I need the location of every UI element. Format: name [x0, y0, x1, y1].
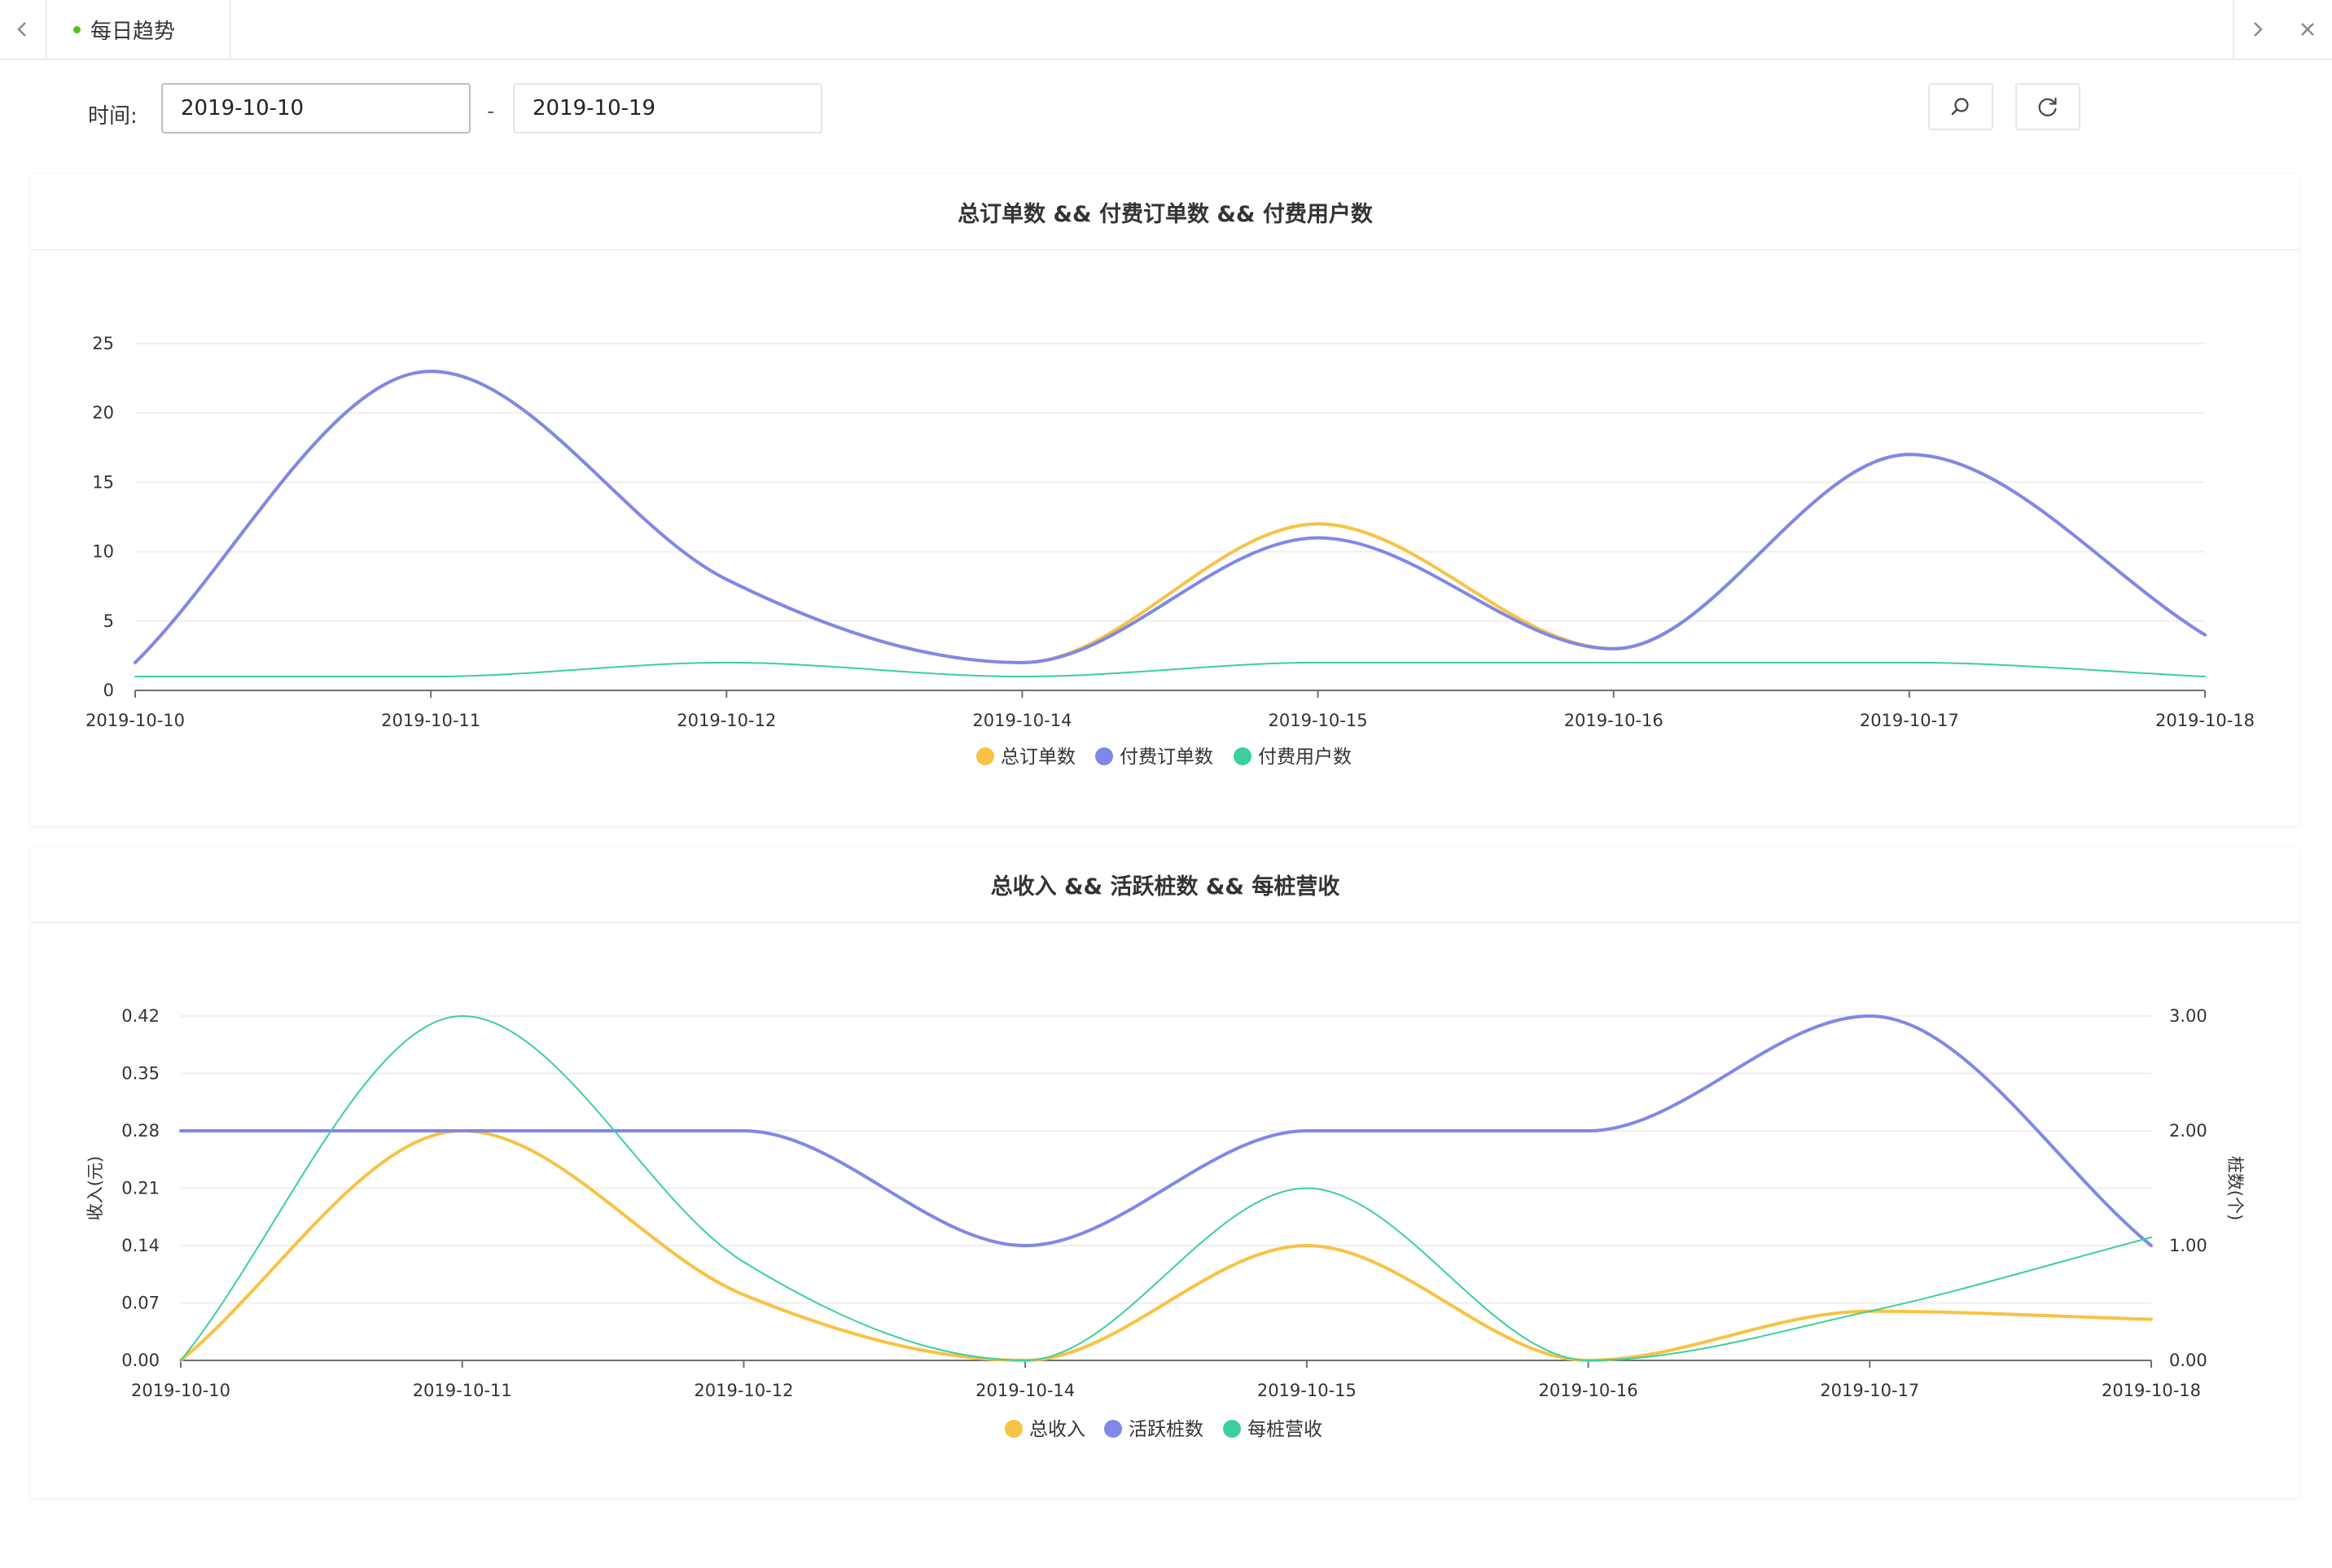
tab-daily-trend[interactable]: 每日趋势 [47, 0, 231, 59]
end-date-input[interactable] [513, 83, 822, 134]
tab-close-button[interactable] [2285, 0, 2330, 59]
y-tick-label: 0.00 [121, 1351, 160, 1370]
y-tick-label: 25 [92, 334, 114, 353]
x-tick-label: 2019-10-15 [1269, 711, 1368, 730]
x-tick-label: 2019-10-11 [381, 711, 480, 730]
legend-label: 每桩营收 [1247, 1419, 1322, 1440]
close-icon [2301, 23, 2314, 36]
search-button[interactable] [1928, 83, 1993, 130]
tab-label: 每日趋势 [90, 19, 176, 44]
y-tick-label: 0.28 [121, 1121, 160, 1141]
y-tick-label: 0.14 [121, 1236, 160, 1255]
y-tick-label: 0.35 [121, 1064, 160, 1084]
legend-marker [1095, 747, 1113, 765]
x-tick-label: 2019-10-12 [677, 711, 776, 730]
revenue-chart: 0.00 0.07 0.14 0.21 0.28 0.35 0.42 0.00 1.00 2.00… [85, 1006, 2245, 1440]
series-line [134, 370, 2207, 664]
x-tick-label: 2019-10-18 [2155, 711, 2255, 730]
x-tick-label: 2019-10-14 [972, 711, 1072, 730]
tab-next-button[interactable] [2233, 0, 2280, 59]
chevron-right-icon [2254, 22, 2263, 37]
x-tick-label: 2019-10-17 [1860, 711, 1959, 730]
y-tick-label: 0.42 [121, 1006, 160, 1026]
chevron-left-icon [17, 22, 26, 37]
y-tick-label: 5 [103, 611, 114, 631]
x-tick-label: 2019-10-11 [413, 1381, 512, 1400]
tab-prev-button[interactable] [0, 0, 47, 59]
y-tick-label: 10 [92, 542, 114, 562]
revenue-chart-card: 总收入 && 活跃桩数 && 每桩营收 0.00 0.07 0.14 0.21 0.28… [31, 847, 2299, 1498]
legend-label: 活跃桩数 [1129, 1419, 1203, 1440]
legend-marker [1104, 1420, 1122, 1438]
y-tick-label: 0.21 [121, 1179, 160, 1198]
time-label: 时间: [88, 104, 138, 129]
legend-marker [1005, 1420, 1023, 1438]
x-tick-label: 2019-10-10 [131, 1381, 230, 1400]
date-separator: - [487, 99, 495, 124]
x-tick-label: 2019-10-12 [694, 1381, 793, 1400]
y-tick-label: 20 [92, 403, 114, 423]
legend-label: 总收入 [1029, 1419, 1085, 1440]
x-tick-label: 2019-10-16 [1564, 711, 1664, 730]
x-tick-label: 2019-10-10 [85, 711, 185, 730]
search-icon [1951, 98, 1969, 116]
tab-bar: 每日趋势 [0, 0, 2332, 60]
x-tick-label: 2019-10-15 [1257, 1381, 1357, 1400]
y-tick-label: 0.07 [121, 1294, 160, 1313]
y-right-tick-label: 3.00 [2169, 1006, 2207, 1026]
legend-label: 付费用户数 [1258, 747, 1352, 768]
legend-label: 付费订单数 [1120, 747, 1213, 768]
series-line [134, 661, 2206, 678]
series-line [179, 1014, 2153, 1248]
series-line [180, 1014, 2152, 1362]
chart-title: 总订单数 && 付费订单数 && 付费用户数 [31, 174, 2299, 251]
orders-chart-card: 总订单数 && 付费订单数 && 付费用户数 0 5 10 15 20 25 2019-10… [31, 174, 2299, 826]
legend-marker [1223, 1420, 1241, 1438]
refresh-button[interactable] [2015, 83, 2080, 130]
y-axis-title: 收入(元) [85, 1156, 105, 1220]
y-tick-label: 15 [92, 472, 114, 492]
active-dot-icon [73, 25, 81, 33]
y-right-tick-label: 2.00 [2169, 1121, 2207, 1141]
y-right-tick-label: 1.00 [2169, 1236, 2207, 1255]
legend-marker [976, 747, 994, 765]
x-tick-label: 2019-10-18 [2102, 1381, 2201, 1400]
start-date-input[interactable] [161, 83, 471, 134]
orders-chart: 0 5 10 15 20 25 2019-10-10 2019-10-11 2019-10-12… [85, 334, 2255, 768]
chart-title: 总收入 && 活跃桩数 && 每桩营收 [31, 847, 2299, 923]
legend-marker [1234, 747, 1251, 765]
y-right-axis-title: 桩数(个) [2225, 1156, 2245, 1220]
x-tick-label: 2019-10-16 [1539, 1381, 1638, 1400]
legend-label: 总订单数 [1001, 747, 1076, 768]
x-tick-label: 2019-10-17 [1820, 1381, 1919, 1400]
refresh-icon [2038, 97, 2057, 116]
series-line [134, 370, 2207, 664]
y-tick-label: 0 [103, 681, 114, 700]
x-tick-label: 2019-10-14 [975, 1381, 1075, 1400]
y-right-tick-label: 0.00 [2169, 1351, 2207, 1370]
